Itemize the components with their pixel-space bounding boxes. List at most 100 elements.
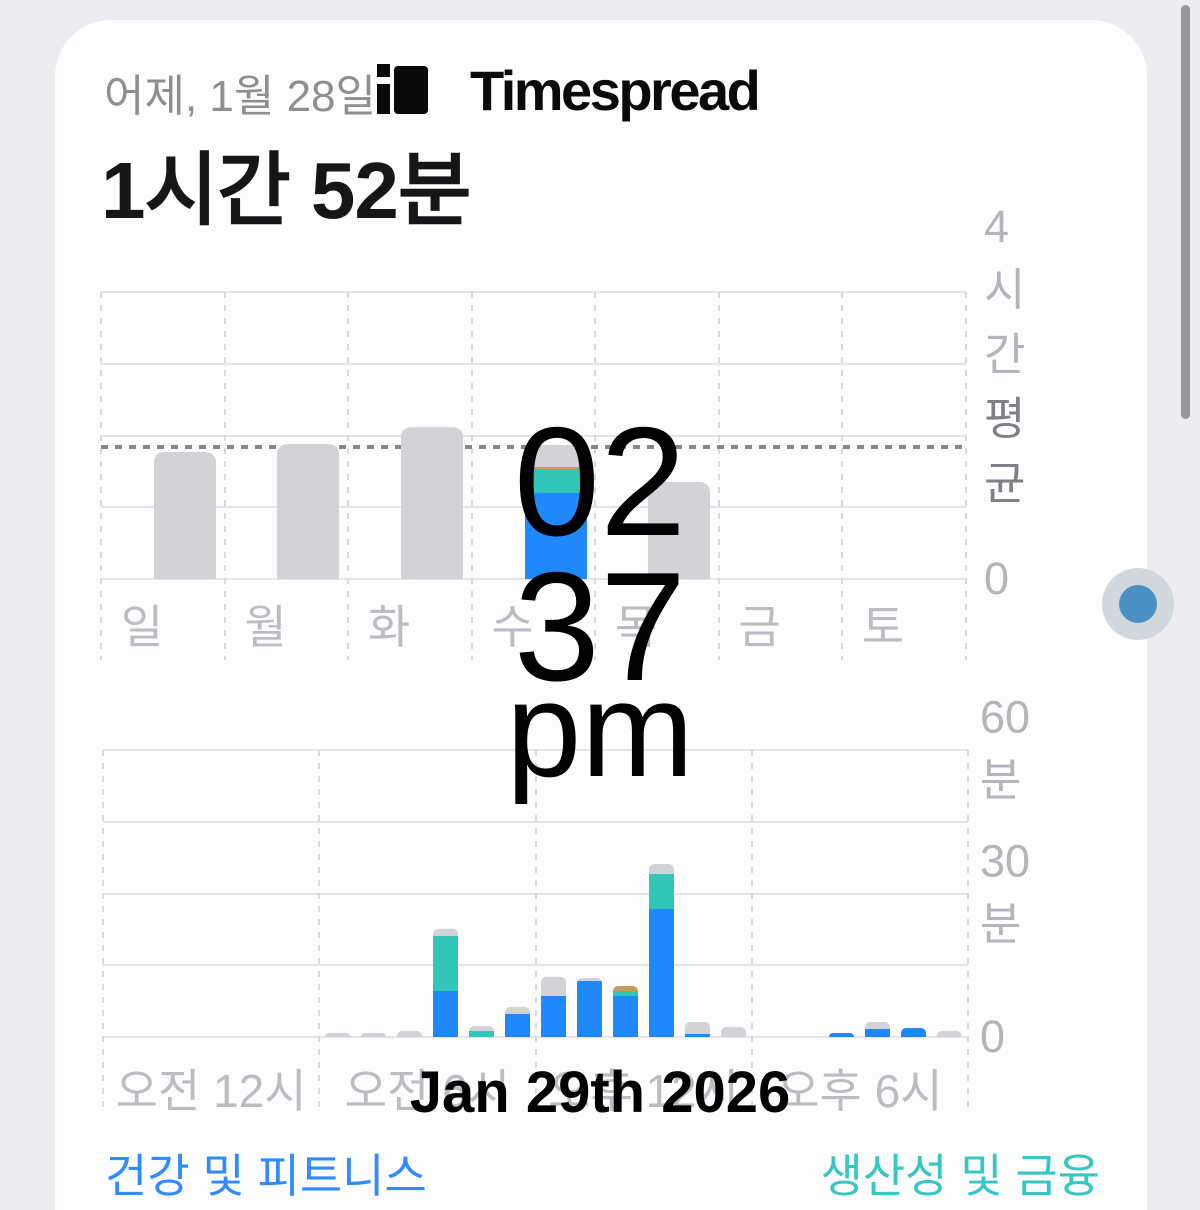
bar-segment-gray — [524, 445, 587, 467]
bar-segment-teal — [432, 936, 458, 992]
bar-10[interactable] — [468, 1026, 494, 1037]
y-axis-label: 0 — [980, 1011, 1006, 1062]
gridline-horizontal — [101, 291, 966, 293]
x-axis-label: 오전 6시 — [344, 1065, 511, 1117]
screen-time-total: 1시간 52분 — [101, 146, 472, 235]
x-axis-label: 오후 6시 — [777, 1065, 943, 1117]
bar-segment-orange — [613, 986, 639, 992]
gridline-vertical-dashed — [841, 292, 844, 660]
bar-segment-gray — [721, 1026, 747, 1037]
x-axis-label-목: 목 — [614, 601, 658, 653]
bar-7[interactable] — [360, 1032, 386, 1037]
bar-segment-gray — [685, 1021, 711, 1034]
x-axis-label-화: 화 — [367, 601, 411, 653]
bar-목[interactable] — [648, 482, 711, 579]
bar-12[interactable] — [541, 977, 567, 1037]
bar-13[interactable] — [577, 977, 603, 1037]
gridline-horizontal — [101, 434, 966, 437]
bar-화[interactable] — [400, 427, 463, 579]
gridline-vertical-dashed — [347, 292, 350, 660]
gridline-horizontal — [101, 362, 966, 365]
gridline-vertical-dashed — [967, 750, 969, 1112]
bar-segment-gray — [577, 977, 603, 982]
bar-segment-gray — [504, 1006, 530, 1015]
bar-segment-blue — [649, 909, 675, 1037]
bar-9[interactable] — [432, 928, 458, 1037]
bar-11[interactable] — [504, 1006, 530, 1037]
bar-segment-blue — [577, 981, 603, 1037]
gridline-vertical-dashed — [965, 292, 967, 660]
bar-segment-orange — [524, 466, 587, 469]
bar-6[interactable] — [324, 1032, 350, 1037]
overlay-hour: 02 — [513, 395, 687, 568]
bar-segment-gray — [324, 1032, 350, 1037]
bar-8[interactable] — [396, 1031, 422, 1037]
bar-segment-gray — [396, 1031, 422, 1037]
bar-segment-gray — [865, 1022, 891, 1029]
y-axis-label: 30분 — [980, 835, 1031, 949]
bar-15[interactable] — [649, 864, 675, 1037]
overlay-minute: 37 — [513, 540, 687, 713]
bar-22[interactable] — [901, 1027, 927, 1037]
timespread-logo-icon — [377, 64, 390, 77]
bar-segment-gray — [468, 1026, 494, 1031]
bar-segment-blue — [829, 1032, 855, 1037]
legend-health-fitness[interactable]: 건강 및 피트니스 — [105, 1150, 427, 1202]
bar-17[interactable] — [721, 1026, 747, 1037]
gridline-vertical-dashed — [100, 292, 102, 660]
bar-segment-gray — [432, 928, 458, 937]
date-label: 어제, 1월 28일 — [104, 72, 377, 121]
bar-segment-blue — [432, 991, 458, 1037]
x-axis-label-월: 월 — [244, 601, 287, 653]
bar-segment-gray — [648, 482, 711, 579]
bar-segment-blue — [901, 1027, 927, 1037]
timespread-logo-icon — [394, 66, 428, 114]
bar-일[interactable] — [153, 452, 216, 579]
gridline-vertical-dashed — [223, 292, 226, 660]
x-axis-label-금: 금 — [738, 601, 781, 653]
bar-segment-gray — [360, 1032, 386, 1037]
scrollbar-thumb[interactable] — [1181, 5, 1190, 419]
x-axis-label-토: 토 — [861, 601, 905, 653]
bar-23[interactable] — [937, 1031, 963, 1037]
timespread-logo-text: Timespread — [470, 59, 761, 122]
gridline-vertical-dashed — [318, 750, 321, 1112]
y-axis-label: 4시간 — [984, 201, 1026, 380]
bar-segment-gray — [649, 864, 675, 875]
overlay-meridiem: pm — [506, 654, 694, 805]
gridline-vertical-dashed — [470, 292, 473, 660]
bar-segment-blue — [504, 1014, 530, 1037]
bar-14[interactable] — [613, 986, 639, 1037]
bar-segment-gray — [277, 443, 340, 579]
bar-수[interactable] — [524, 445, 587, 579]
x-axis-label-일: 일 — [120, 601, 164, 653]
bar-21[interactable] — [865, 1022, 891, 1037]
bar-segment-teal — [649, 874, 675, 910]
bar-segment-teal — [468, 1030, 494, 1037]
bar-segment-gray — [937, 1031, 963, 1037]
x-axis-label: 오후 12시 — [548, 1065, 740, 1117]
x-axis-label-수: 수 — [491, 601, 534, 653]
bar-segment-blue — [524, 492, 587, 579]
gridline-vertical-dashed — [534, 750, 537, 1112]
overlay-date: Jan 29th 2026 — [409, 1060, 791, 1125]
bar-16[interactable] — [685, 1021, 711, 1037]
timespread-logo-icon — [377, 84, 390, 114]
bar-segment-teal — [524, 469, 587, 493]
bar-segment-blue — [541, 996, 567, 1037]
gridline-vertical-dashed — [717, 292, 720, 660]
bar-segment-blue — [685, 1033, 711, 1037]
bar-segment-blue — [613, 996, 639, 1037]
legend-productivity-finance[interactable]: 생산성 및 금융 — [820, 1150, 1100, 1202]
bar-월[interactable] — [277, 443, 340, 579]
assistive-dot[interactable] — [1119, 585, 1157, 623]
gridline-vertical-dashed — [750, 750, 753, 1112]
gridline-vertical-dashed — [594, 292, 597, 660]
bar-segment-gray — [153, 452, 216, 579]
y-axis-label: 60분 — [980, 691, 1031, 806]
bar-segment-blue — [865, 1028, 891, 1037]
x-axis-label: 오전 12시 — [115, 1065, 307, 1117]
gridline-vertical-dashed — [102, 750, 104, 1112]
y-axis-label: 0 — [984, 553, 1010, 604]
bar-20[interactable] — [829, 1032, 855, 1037]
